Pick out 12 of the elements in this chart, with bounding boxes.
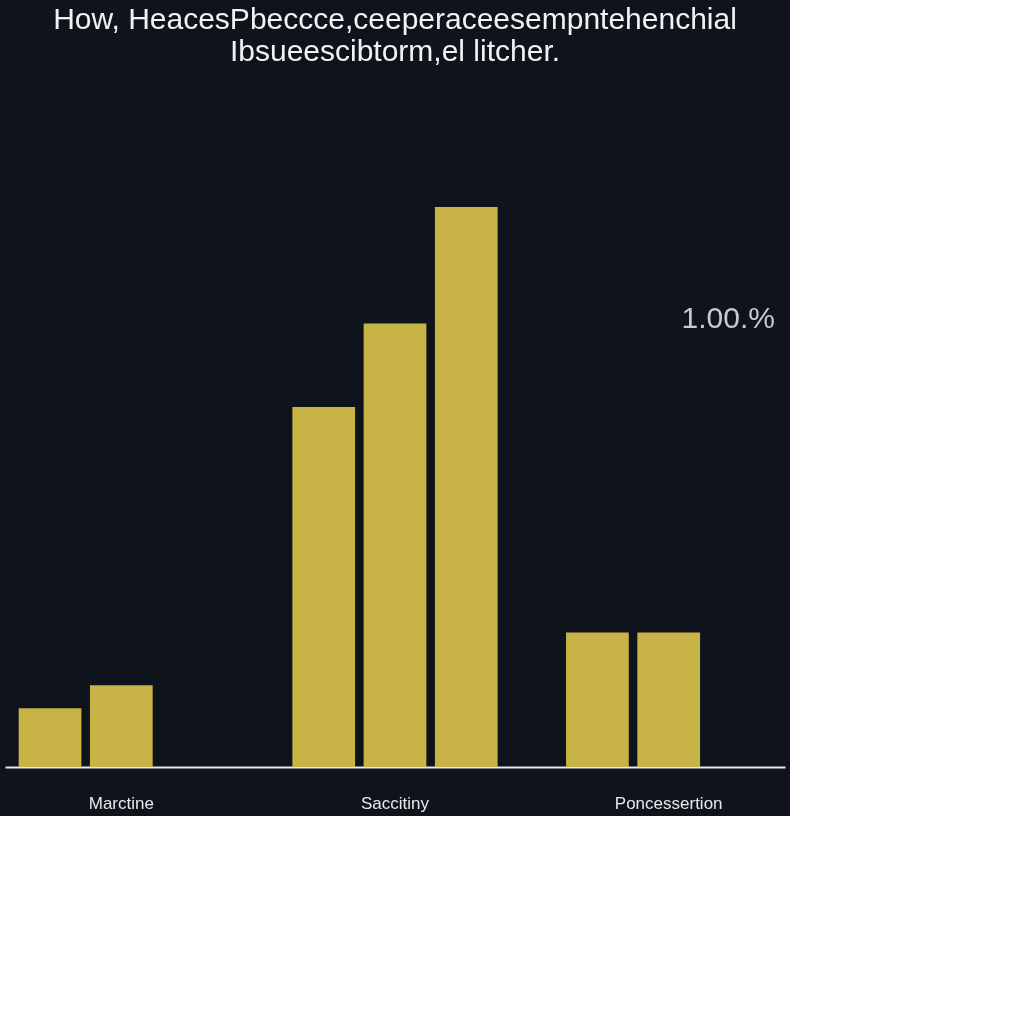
chart-title: How, HeacesPbeccce,ceeperaceesempntehenchial Ibsueescibtorm,el litcher. (53, 2, 737, 67)
bar (18, 708, 82, 767)
bar (566, 632, 629, 767)
bar (363, 323, 427, 767)
bar (434, 207, 498, 767)
x-tick-label: Poncessertion (614, 793, 723, 813)
x-tick-label: Marctine (88, 793, 154, 813)
bar (292, 406, 356, 767)
x-tick-label: Saccitiny (360, 793, 430, 813)
annotation: 1.00.% (681, 301, 775, 334)
bar (637, 632, 701, 767)
bar (89, 685, 153, 767)
